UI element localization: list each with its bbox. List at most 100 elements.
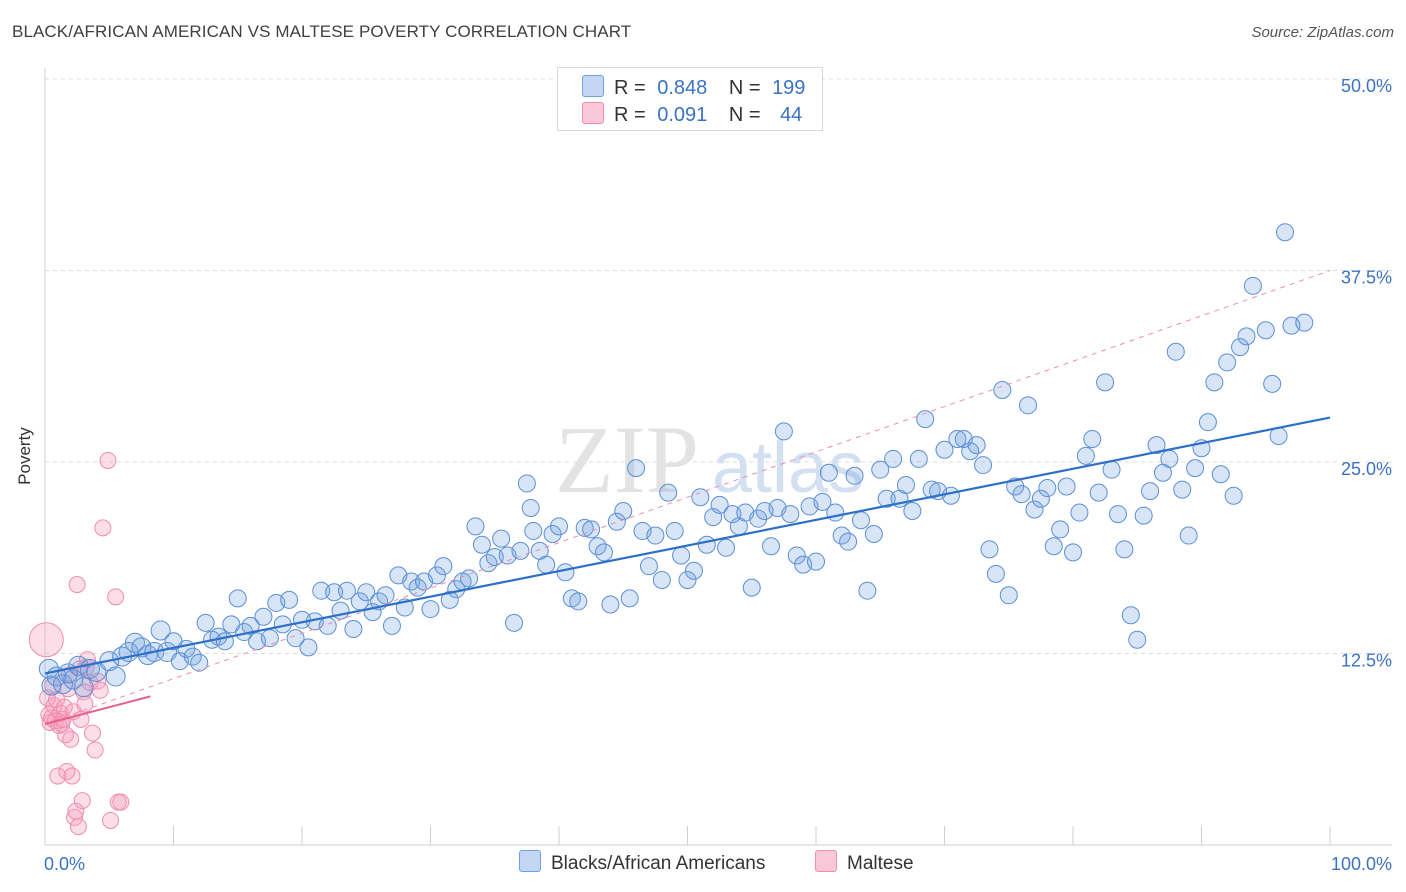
legend-r-label: R = [614, 104, 646, 126]
blacks-point [691, 488, 710, 507]
maltese-point [94, 519, 112, 537]
blacks-point [1115, 540, 1134, 559]
tick-labels: 12.5% 25.0% 37.5% 50.0% 0.0% 100.0% [44, 76, 1392, 874]
legend-r-label: R = [614, 77, 646, 99]
maltese-trend-extended [44, 270, 1331, 725]
blacks-point [228, 589, 247, 608]
axes [44, 68, 1392, 846]
blacks-point [550, 517, 568, 536]
x-tick-label-max: 100.0% [1331, 854, 1392, 874]
maltese-point [84, 724, 102, 742]
blacks-point [1186, 459, 1205, 478]
blacks-point [325, 583, 344, 602]
blacks-point [521, 498, 540, 517]
y-tick-label: 25.0% [1341, 459, 1392, 479]
blacks-point [337, 581, 356, 600]
blacks-point [1121, 606, 1140, 625]
blacks-point [684, 561, 703, 580]
maltese-point [66, 808, 84, 826]
blacks-point [472, 535, 491, 554]
blacks-point [601, 595, 620, 614]
blacks-point [607, 512, 626, 531]
blacks-point [1089, 483, 1108, 502]
blacks-point [1198, 413, 1217, 432]
blacks-point [440, 590, 459, 609]
blacks-point [871, 460, 890, 479]
legend-n-label: N = [728, 104, 761, 126]
blacks-point [1108, 505, 1127, 524]
blacks-point [1051, 520, 1070, 539]
blacks-point [877, 489, 896, 508]
blacks-point [813, 492, 832, 511]
blacks-point [639, 557, 658, 576]
blacks-point [678, 570, 697, 589]
bottom-legend-blacks: Blacks/African Americans [519, 850, 765, 875]
blacks-point [993, 380, 1012, 399]
blacks-point [312, 581, 331, 600]
blacks-point [903, 502, 922, 521]
blacks-point [1076, 446, 1095, 465]
blacks-point [807, 552, 825, 571]
blacks-point [980, 540, 999, 559]
blacks-point [241, 616, 260, 635]
blacks-point [974, 456, 993, 475]
blacks-point [299, 638, 318, 657]
blacks-point [1218, 353, 1237, 372]
watermark-zip: ZIP [555, 406, 699, 513]
legend-n-value-blacks: 199 [772, 77, 806, 99]
blacks-point [749, 509, 768, 528]
chart-title: BLACK/AFRICAN AMERICAN VS MALTESE POVERT… [12, 22, 632, 41]
blacks-point [999, 586, 1018, 605]
blacks-point [851, 511, 870, 530]
blacks-point [1224, 486, 1243, 505]
blacks-point [1205, 373, 1224, 392]
blacks-point [594, 543, 613, 562]
blacks-point [427, 566, 446, 585]
blacks-point [376, 586, 395, 605]
blacks-point [1134, 506, 1153, 525]
blacks-point [1128, 630, 1147, 649]
y-tick-label: 37.5% [1341, 268, 1392, 288]
watermark: ZIP atlas [555, 406, 864, 513]
blacks-point [1295, 313, 1314, 332]
blacks-point [1019, 396, 1038, 415]
blacks-point [839, 532, 858, 551]
blacks-point [819, 463, 838, 482]
blacks-point [421, 600, 440, 619]
maltese-point [73, 792, 91, 810]
blacks-point [280, 590, 299, 609]
maltese-point [76, 695, 94, 713]
maltese-point [58, 762, 76, 780]
blacks-point [1064, 543, 1082, 562]
blacks-point [1057, 477, 1076, 496]
legend-r-value-maltese: 0.091 [657, 104, 708, 126]
blacks-point [1147, 436, 1166, 455]
maltese-point [55, 698, 73, 716]
correlation-legend: R = 0.848 N = 199 R = 0.091 N = 44 [557, 67, 823, 131]
blacks-point [922, 480, 941, 499]
blacks-point [1096, 373, 1115, 392]
blacks-point [826, 503, 845, 522]
blacks-point [1211, 465, 1230, 484]
y-tick-label: 12.5% [1341, 651, 1392, 671]
blacks-point [1025, 500, 1044, 519]
blacks-point [492, 529, 511, 548]
blacks-point [434, 557, 453, 576]
legend-row-blacks: R = 0.848 N = 199 [582, 75, 805, 101]
blacks-point [260, 629, 279, 648]
blacks-point [357, 583, 376, 602]
maltese-point [62, 730, 80, 748]
blacks-point [941, 486, 960, 505]
y-tick-label: 50.0% [1341, 76, 1392, 96]
blacks-point [569, 592, 588, 611]
blacks-point [1173, 480, 1192, 499]
blacks-point [864, 525, 883, 544]
blacks-point [466, 517, 485, 536]
bottom-legend-maltese: Maltese [815, 850, 914, 875]
bottom-swatch-maltese [815, 850, 837, 872]
maltese-points [28, 451, 130, 836]
watermark-atlas: atlas [712, 428, 864, 508]
blacks-point [1231, 338, 1250, 357]
blacks-point [196, 613, 215, 632]
